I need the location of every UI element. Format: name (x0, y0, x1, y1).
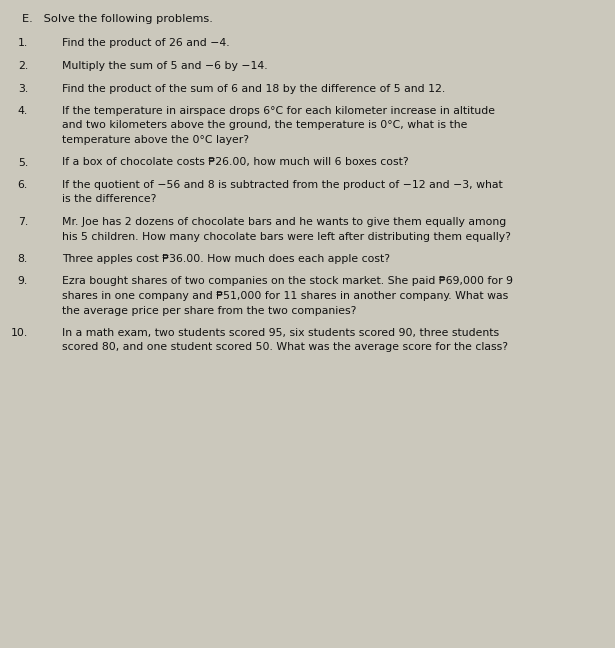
Text: is the difference?: is the difference? (62, 194, 156, 205)
Text: Ezra bought shares of two companies on the stock market. She paid ₱69,000 for 9: Ezra bought shares of two companies on t… (62, 277, 513, 286)
Text: If the temperature in airspace drops 6°C for each kilometer increase in altitude: If the temperature in airspace drops 6°C… (62, 106, 495, 116)
Text: If a box of chocolate costs ₱26.00, how much will 6 boxes cost?: If a box of chocolate costs ₱26.00, how … (62, 157, 408, 167)
Text: his 5 children. How many chocolate bars were left after distributing them equall: his 5 children. How many chocolate bars … (62, 231, 511, 242)
Text: the average price per share from the two companies?: the average price per share from the two… (62, 305, 356, 316)
Text: Find the product of 26 and −4.: Find the product of 26 and −4. (62, 38, 229, 49)
Text: 10.: 10. (10, 328, 28, 338)
Text: In a math exam, two students scored 95, six students scored 90, three students: In a math exam, two students scored 95, … (62, 328, 499, 338)
Text: 2.: 2. (18, 61, 28, 71)
Text: shares in one company and ₱51,000 for 11 shares in another company. What was: shares in one company and ₱51,000 for 11… (62, 291, 508, 301)
Text: 4.: 4. (18, 106, 28, 116)
Text: Find the product of the sum of 6 and 18 by the difference of 5 and 12.: Find the product of the sum of 6 and 18 … (62, 84, 445, 93)
Text: 1.: 1. (18, 38, 28, 49)
Text: 5.: 5. (18, 157, 28, 167)
Text: 3.: 3. (18, 84, 28, 93)
Text: 7.: 7. (18, 217, 28, 227)
Text: Multiply the sum of 5 and −6 by −14.: Multiply the sum of 5 and −6 by −14. (62, 61, 268, 71)
Text: E.   Solve the following problems.: E. Solve the following problems. (22, 14, 213, 24)
Text: and two kilometers above the ground, the temperature is 0°C, what is the: and two kilometers above the ground, the… (62, 121, 467, 130)
Text: 8.: 8. (18, 254, 28, 264)
Text: Mr. Joe has 2 dozens of chocolate bars and he wants to give them equally among: Mr. Joe has 2 dozens of chocolate bars a… (62, 217, 506, 227)
Text: temperature above the 0°C layer?: temperature above the 0°C layer? (62, 135, 249, 145)
Text: 9.: 9. (18, 277, 28, 286)
Text: 6.: 6. (18, 180, 28, 190)
Text: Three apples cost ₱36.00. How much does each apple cost?: Three apples cost ₱36.00. How much does … (62, 254, 390, 264)
Text: scored 80, and one student scored 50. What was the average score for the class?: scored 80, and one student scored 50. Wh… (62, 343, 508, 353)
Text: If the quotient of −56 and 8 is subtracted from the product of −12 and −3, what: If the quotient of −56 and 8 is subtract… (62, 180, 502, 190)
